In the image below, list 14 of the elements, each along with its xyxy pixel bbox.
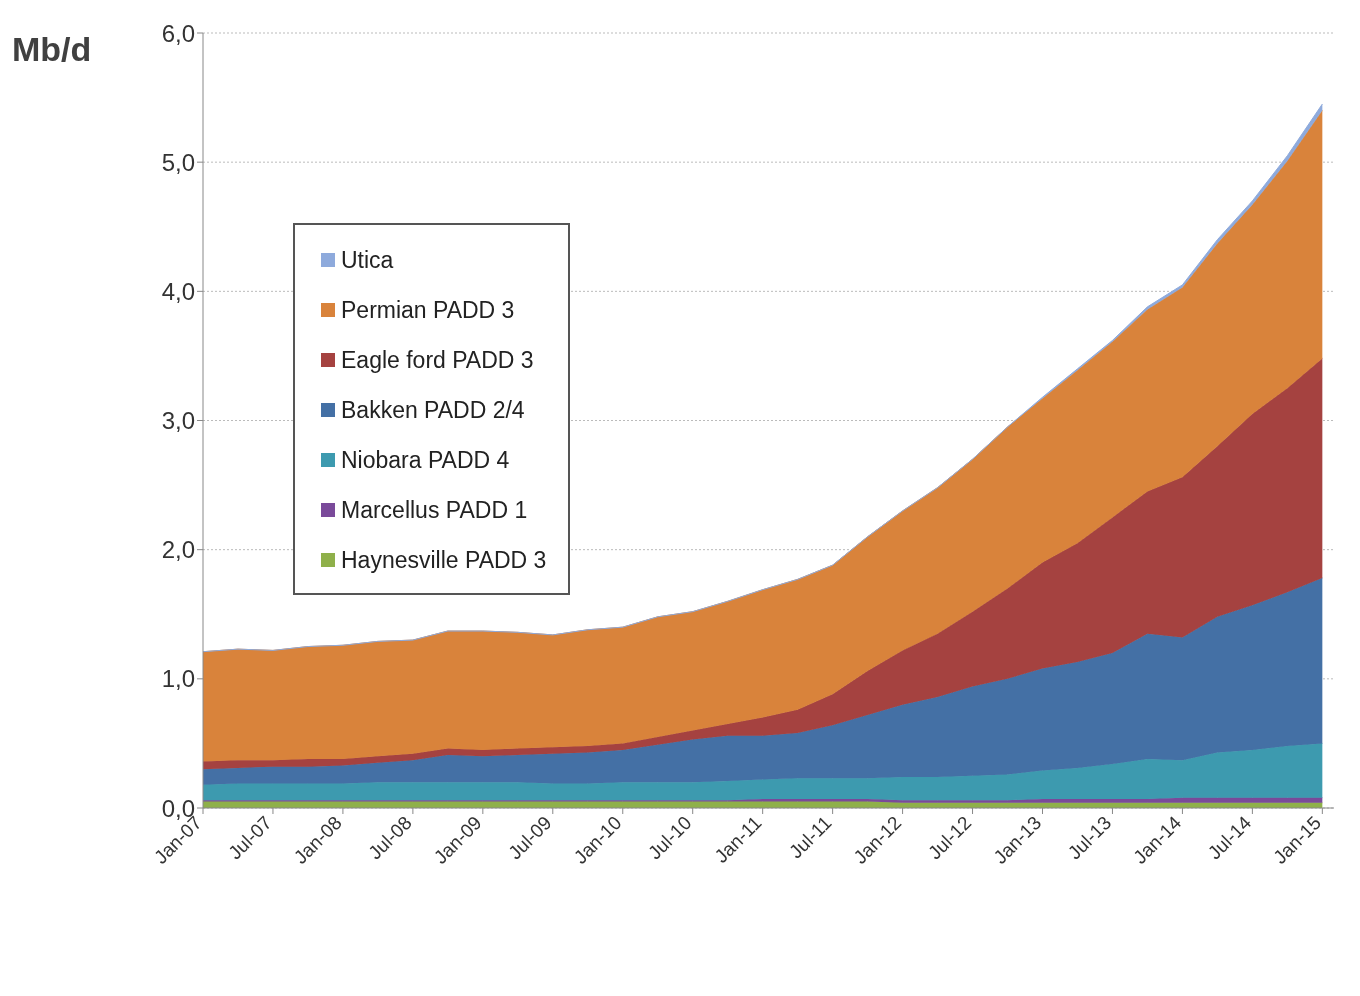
legend-label: Permian PADD 3 <box>341 296 515 324</box>
legend-label: Bakken PADD 2/4 <box>341 396 525 424</box>
y-tick-label: 6,0 <box>161 19 195 47</box>
legend-label: Utica <box>341 246 394 274</box>
y-axis-title: Mb/d <box>12 30 92 69</box>
legend-label: Niobara PADD 4 <box>341 446 510 474</box>
y-tick-label: 5,0 <box>161 148 195 176</box>
y-tick-label: 2,0 <box>161 536 195 564</box>
y-tick-label: 4,0 <box>161 277 195 305</box>
legend-label: Haynesville PADD 3 <box>341 546 547 574</box>
y-tick-label: 1,0 <box>161 665 195 693</box>
legend-label: Marcellus PADD 1 <box>341 496 528 524</box>
y-tick-label: 3,0 <box>161 407 195 435</box>
legend-label: Eagle ford PADD 3 <box>341 346 534 374</box>
